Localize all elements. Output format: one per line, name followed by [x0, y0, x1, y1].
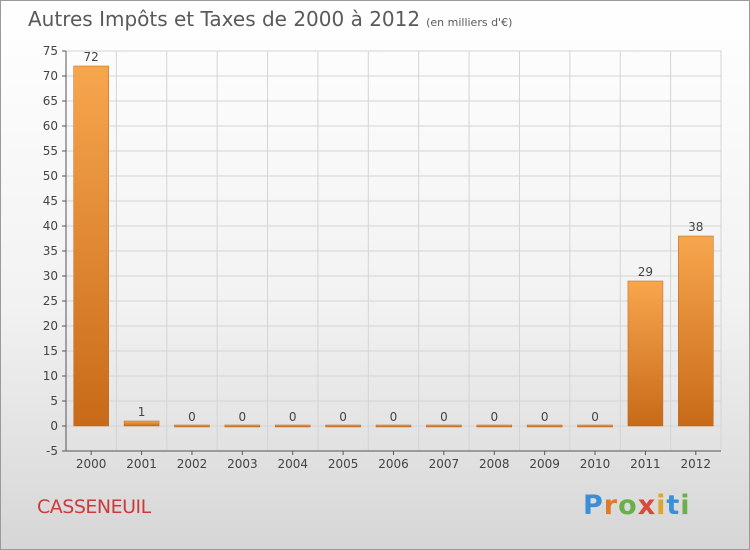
data-label: 38 — [688, 220, 703, 234]
bar — [274, 424, 311, 428]
x-tick-label: 2004 — [277, 457, 308, 471]
y-tick-label: 45 — [43, 194, 58, 208]
y-tick-label: 55 — [43, 144, 58, 158]
x-tick-label: 2012 — [681, 457, 712, 471]
bar — [174, 424, 210, 428]
data-label: 0 — [188, 410, 196, 424]
y-tick-label: 40 — [43, 219, 58, 233]
y-tick-label: 75 — [43, 44, 58, 58]
y-tick-label: -5 — [46, 444, 58, 458]
y-tick-label: 25 — [43, 294, 58, 308]
x-tick-label: 2010 — [580, 457, 611, 471]
bar — [577, 424, 613, 428]
x-tick-label: 2002 — [177, 457, 208, 471]
y-tick-label: 20 — [43, 319, 58, 333]
bar — [426, 424, 462, 428]
data-label: 0 — [239, 410, 247, 424]
data-label: 0 — [440, 410, 448, 424]
x-tick-label: 2001 — [126, 457, 157, 471]
chart-unit: (en milliers d'€) — [426, 16, 513, 29]
brand-logo: Proxiti — [583, 490, 691, 521]
data-label: 0 — [339, 410, 347, 424]
data-label: 0 — [390, 410, 398, 424]
x-tick-label: 2006 — [378, 457, 409, 471]
bar — [678, 235, 714, 427]
bar — [375, 424, 412, 428]
y-tick-label: 10 — [43, 369, 58, 383]
chart-title: Autres Impôts et Taxes de 2000 à 2012 (en… — [28, 7, 512, 31]
y-tick-label: 35 — [43, 244, 58, 258]
bar — [325, 424, 361, 428]
x-tick-label: 2007 — [429, 457, 460, 471]
data-label: 29 — [638, 265, 653, 279]
y-tick-label: 5 — [50, 394, 58, 408]
y-tick-label: 50 — [43, 169, 58, 183]
chart-title-text: Autres Impôts et Taxes de 2000 à 2012 — [28, 7, 421, 31]
y-tick-label: 60 — [43, 119, 58, 133]
data-label: 0 — [541, 410, 549, 424]
x-tick-label: 2008 — [479, 457, 510, 471]
bar — [526, 424, 563, 428]
x-tick-label: 2005 — [328, 457, 359, 471]
data-label: 72 — [84, 50, 99, 64]
bar — [627, 280, 664, 427]
bar — [123, 420, 160, 427]
y-tick-label: 70 — [43, 69, 58, 83]
x-tick-label: 2011 — [630, 457, 661, 471]
data-label: 1 — [138, 405, 146, 419]
bar — [476, 424, 513, 428]
x-tick-label: 2003 — [227, 457, 258, 471]
data-label: 0 — [490, 410, 498, 424]
y-tick-label: 0 — [50, 419, 58, 433]
bar — [224, 424, 261, 428]
data-label: 0 — [289, 410, 297, 424]
y-tick-label: 30 — [43, 269, 58, 283]
y-tick-label: 65 — [43, 94, 58, 108]
x-tick-label: 2009 — [529, 457, 560, 471]
x-tick-label: 2000 — [76, 457, 107, 471]
bar — [73, 65, 109, 427]
data-label: 0 — [591, 410, 599, 424]
commune-name: CASSENEUIL — [37, 496, 151, 518]
y-tick-label: 15 — [43, 344, 58, 358]
